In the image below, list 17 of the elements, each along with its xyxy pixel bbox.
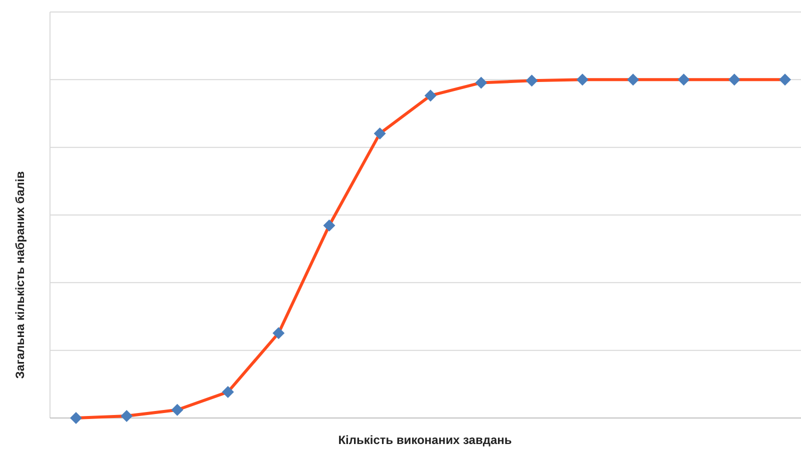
- y-axis-title: Загальна кількість набраних балів: [13, 171, 27, 379]
- point: [627, 74, 640, 86]
- point: [728, 74, 740, 86]
- point: [272, 327, 285, 340]
- point: [171, 404, 184, 416]
- point: [374, 127, 386, 140]
- point: [424, 90, 436, 102]
- point: [323, 219, 336, 232]
- point: [779, 74, 791, 86]
- point: [526, 74, 538, 87]
- x-axis-title: Кількість виконаних завдань: [338, 433, 512, 447]
- point: [120, 410, 133, 422]
- point: [70, 412, 82, 424]
- point: [475, 76, 488, 89]
- point: [678, 74, 690, 86]
- point: [222, 386, 234, 398]
- point: [576, 74, 588, 86]
